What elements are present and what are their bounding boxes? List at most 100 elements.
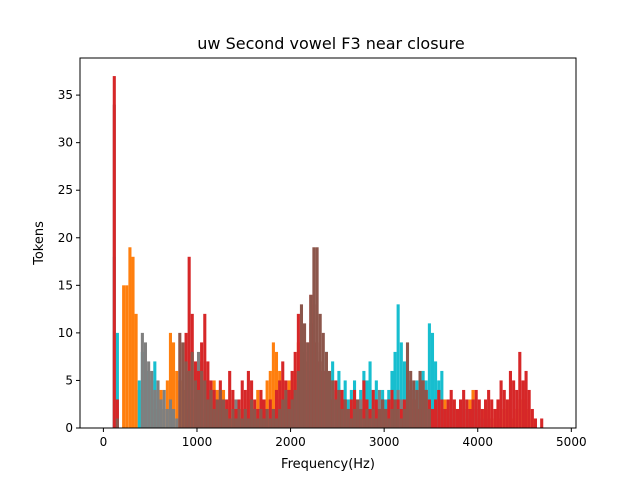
bars-group: [112, 76, 544, 429]
hist-bar-s4-b59: [359, 408, 363, 428]
hist-bar-s4-b52: [337, 389, 341, 428]
hist-bar-s4-b40: [299, 304, 304, 428]
hist-bar-s4-b68: [387, 418, 391, 428]
hist-bar-s2-b4: [147, 361, 151, 428]
plot-frame: [79, 57, 577, 429]
hist-bar-s3-b52: [340, 389, 344, 428]
hist-bar-s3-b16: [228, 370, 232, 428]
hist-bar-s3-b63: [374, 399, 378, 428]
hist-bar-s3-b1: [115, 399, 119, 428]
hist-bar-s4-b53: [340, 408, 344, 428]
hist-bar-s4-b46: [318, 313, 322, 428]
hist-bar-s3-b81: [430, 408, 435, 428]
hist-bar-s3-b82: [434, 399, 438, 428]
hist-bar-s0-b1: [125, 285, 129, 428]
hist-bar-s4-b7: [196, 389, 201, 428]
hist-bar-s3-b109: [518, 351, 522, 428]
x-tick-label: 1000: [182, 435, 213, 449]
hist-bar-s1-b54: [427, 323, 431, 428]
x-tick-label: 2000: [275, 435, 306, 449]
hist-bar-s4-b79: [421, 380, 425, 428]
y-tick-label: 5: [65, 373, 73, 387]
hist-bar-s3-b0: [112, 76, 116, 428]
hist-bar-s3-b94: [471, 399, 475, 428]
hist-bar-s4-b77: [415, 389, 419, 428]
hist-bar-s4-b12: [212, 408, 216, 428]
hist-bar-s3-b36: [290, 370, 294, 428]
hist-bar-s3-b112: [527, 389, 531, 428]
hist-bar-s4-b1: [178, 332, 182, 428]
hist-bar-s3-b103: [499, 380, 503, 428]
y-tick-label: 35: [58, 88, 73, 102]
y-tick-label: 30: [58, 136, 73, 150]
hist-bar-s4-b18: [231, 408, 235, 428]
x-tick-label: 5000: [556, 435, 587, 449]
hist-bar-s4-b51: [334, 399, 338, 428]
hist-bar-s4-b23: [246, 418, 250, 428]
hist-bar-s4-b41: [303, 323, 307, 428]
hist-bar-s4-b15: [221, 399, 226, 428]
hist-bar-s0-b3: [131, 256, 135, 428]
hist-bar-s2-b7: [156, 380, 160, 428]
x-tick-label: 0: [100, 435, 108, 449]
hist-bar-s3-b99: [487, 389, 491, 428]
hist-bar-s4-b13: [215, 399, 219, 428]
hist-bar-s3-b22: [246, 370, 250, 428]
hist-bar-s0-b43: [256, 389, 260, 428]
hist-bar-s4-b54: [343, 399, 347, 428]
hist-bar-s3-b101: [493, 408, 497, 428]
hist-bar-s3-b98: [484, 399, 488, 428]
hist-bar-s4-b24: [250, 399, 254, 428]
hist-bar-s2-b8: [159, 399, 163, 428]
hist-bar-s4-b47: [321, 332, 325, 428]
hist-bar-s4-b81: [427, 408, 431, 428]
hist-bar-s3-b114: [533, 418, 537, 428]
hist-bar-s4-b2: [181, 342, 185, 428]
hist-bar-s4-b28: [262, 418, 266, 428]
y-axis-label: Tokens: [32, 221, 47, 266]
hist-bar-s4-b26: [256, 418, 260, 428]
y-tick-label: 25: [58, 183, 73, 197]
hist-bar-s3-b91: [462, 389, 466, 428]
hist-bar-s4-b37: [290, 399, 294, 428]
hist-bar-s4-b55: [346, 408, 350, 428]
hist-bar-s4-b75: [409, 370, 413, 428]
hist-bar-s4-b17: [228, 418, 232, 428]
hist-bar-s2-b2: [140, 332, 144, 428]
hist-bar-s2-b6: [153, 389, 157, 428]
hist-bar-s3-b90: [459, 399, 463, 428]
hist-bar-s3-b11: [212, 389, 216, 428]
hist-bar-s3-b102: [496, 399, 500, 428]
hist-bar-s4-b3: [184, 361, 188, 428]
hist-bar-s0-b46: [265, 380, 269, 428]
hist-bar-s0-b47: [268, 370, 272, 428]
hist-bar-s1-b43: [393, 351, 397, 428]
hist-bar-s3-b113: [530, 408, 534, 428]
hist-bar-s4-b14: [218, 389, 222, 428]
hist-bar-s3-b111: [524, 370, 528, 428]
hist-bar-s1-b56: [434, 361, 438, 428]
hist-bar-s4-b63: [371, 408, 375, 428]
hist-bar-s4-b30: [268, 418, 272, 428]
hist-bar-s4-b36: [287, 408, 291, 428]
hist-bar-s0-b48: [271, 342, 275, 428]
hist-bar-s3-b67: [387, 399, 391, 428]
hist-bar-s3-b21: [243, 389, 247, 428]
x-axis-ticks: 0 1000 2000 3000 4000 5000: [100, 428, 587, 449]
hist-bar-s3-b89: [455, 408, 460, 428]
hist-bar-s3-b95: [474, 389, 478, 428]
hist-bar-s4-b20: [237, 408, 241, 428]
hist-bar-s3-b33: [281, 361, 285, 428]
hist-bar-s4-b49: [328, 370, 332, 428]
hist-bar-s1-b35: [368, 361, 372, 428]
hist-bar-s0-b2: [128, 247, 132, 428]
y-axis-ticks: 0 5 10 15 20 25 30 35: [58, 88, 80, 435]
hist-bar-s4-b21: [240, 418, 244, 428]
hist-bar-s4-b65: [377, 408, 381, 428]
hist-bar-s4-b56: [349, 418, 353, 428]
y-tick-label: 0: [65, 421, 73, 435]
hist-bar-s4-b61: [365, 408, 369, 428]
hist-bar-s4-b60: [362, 418, 366, 428]
hist-bar-s4-b27: [259, 408, 263, 428]
hist-bar-s4-b32: [274, 418, 279, 428]
